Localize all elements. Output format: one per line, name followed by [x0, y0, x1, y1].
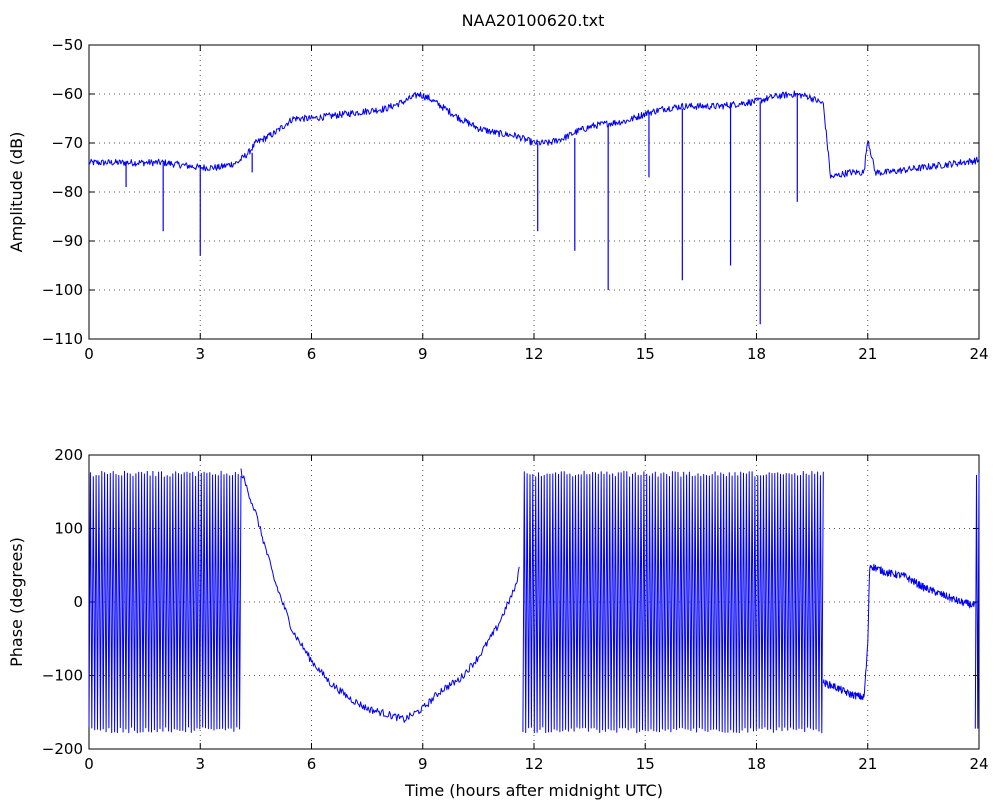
- x-tick-label: 15: [636, 345, 655, 363]
- amplitude-panel: 0 3 6 9 12 15 18 21 24 −110 −100 −90 −80 −70 −60 −50 Am…: [7, 36, 989, 363]
- x-tick-label: 18: [747, 345, 766, 363]
- x-tick-label: 12: [524, 345, 543, 363]
- y-tick-label: −200: [42, 740, 83, 758]
- y-tick-label: −90: [51, 232, 83, 250]
- phase-line-segment: [822, 563, 976, 700]
- phase-panel: 0 3 6 9 12 15 18 21 24 −200 −100 0 100 200 Phase (deg…: [7, 446, 989, 800]
- x-tick-label: 3: [195, 755, 205, 773]
- phase-ticks: 0 3 6 9 12 15 18 21 24 −200 −100 0 100 200: [42, 446, 989, 773]
- x-tick-label: 3: [195, 345, 205, 363]
- amplitude-y-axis-label: Amplitude (dB): [7, 132, 26, 253]
- y-tick-label: −70: [51, 134, 83, 152]
- x-tick-label: 6: [307, 755, 317, 773]
- y-tick-label: −110: [42, 330, 83, 348]
- y-tick-label: 200: [54, 446, 83, 464]
- x-tick-label: 18: [747, 755, 766, 773]
- x-tick-label: 6: [307, 345, 317, 363]
- phase-wrap-segment: [88, 470, 242, 734]
- y-tick-label: −100: [42, 667, 83, 685]
- y-tick-label: 100: [54, 520, 83, 538]
- y-tick-label: −50: [51, 36, 83, 54]
- amplitude-ticks: 0 3 6 9 12 15 18 21 24 −110 −100 −90 −80 −70 −60 −50: [42, 36, 989, 363]
- y-tick-label: −60: [51, 85, 83, 103]
- x-tick-label: 9: [418, 755, 428, 773]
- amplitude-line: [88, 90, 980, 179]
- amplitude-grid: [89, 45, 979, 339]
- x-tick-label: 15: [636, 755, 655, 773]
- x-tick-label: 24: [969, 345, 988, 363]
- phase-wrap-segment: [522, 470, 824, 734]
- phase-y-axis-label: Phase (degrees): [7, 537, 26, 667]
- x-tick-label: 21: [858, 755, 877, 773]
- phase-wrap-segment: [974, 472, 980, 729]
- phase-series: [88, 468, 980, 734]
- x-tick-label: 12: [524, 755, 543, 773]
- y-tick-label: −100: [42, 281, 83, 299]
- x-tick-label: 21: [858, 345, 877, 363]
- x-tick-label: 0: [84, 345, 94, 363]
- y-tick-label: 0: [73, 593, 83, 611]
- y-tick-label: −80: [51, 183, 83, 201]
- x-axis-label: Time (hours after midnight UTC): [404, 781, 663, 800]
- x-tick-label: 0: [84, 755, 94, 773]
- amplitude-series: [88, 90, 980, 325]
- x-tick-label: 9: [418, 345, 428, 363]
- figure-title: NAA20100620.txt: [462, 11, 605, 30]
- phase-line-segment: [240, 468, 520, 723]
- x-tick-label: 24: [969, 755, 988, 773]
